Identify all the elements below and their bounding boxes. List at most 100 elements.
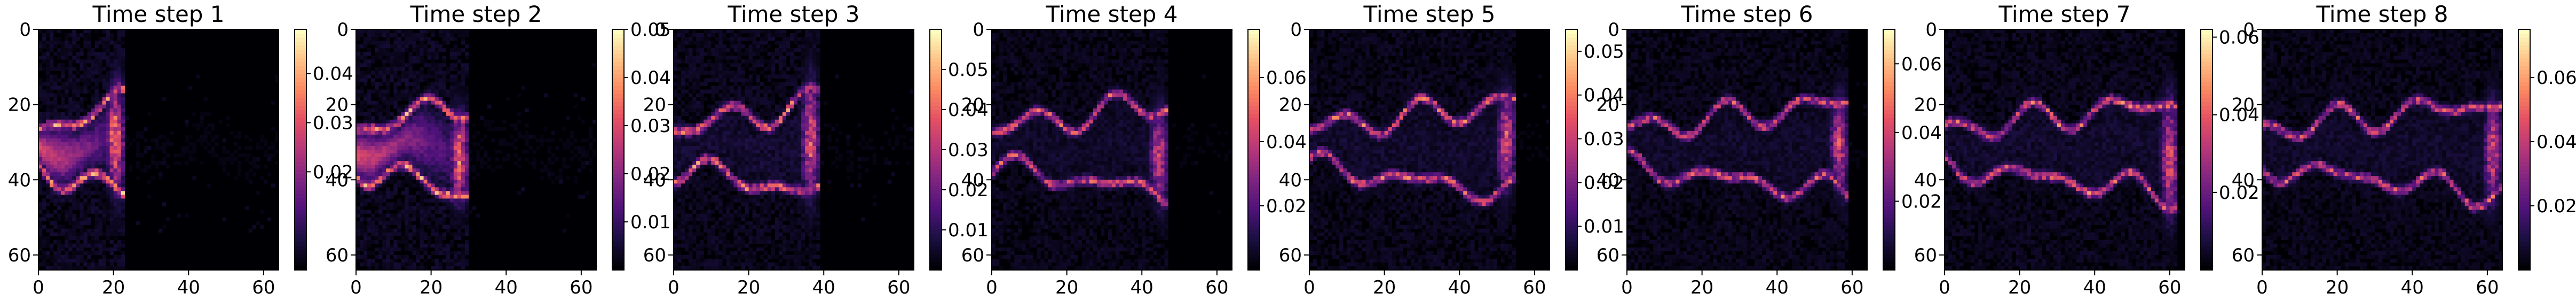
heatmap-cell — [730, 135, 733, 138]
heatmap-cell — [106, 225, 110, 229]
heatmap-cell — [397, 210, 401, 214]
heatmap-cell — [408, 202, 412, 206]
heatmap-cell — [884, 157, 888, 161]
heatmap-cell — [711, 74, 715, 78]
heatmap-cell — [393, 120, 397, 124]
heatmap-cell — [121, 101, 125, 105]
heatmap-cell — [551, 138, 555, 142]
heatmap-cell — [42, 161, 46, 165]
heatmap-cell — [753, 157, 756, 161]
heatmap-cell — [450, 105, 454, 109]
heatmap-cell — [786, 82, 790, 86]
heatmap-cell — [256, 221, 260, 225]
heatmap-cell — [801, 101, 805, 105]
heatmap-cell — [812, 37, 816, 41]
heatmap-cell — [424, 210, 428, 214]
heatmap-cell — [722, 127, 726, 131]
heatmap-cell — [450, 191, 454, 195]
heatmap-cell — [87, 48, 91, 52]
heatmap-cell — [80, 206, 83, 210]
heatmap-cell — [715, 44, 718, 48]
heatmap-cell — [424, 221, 428, 225]
colorbar-segment — [612, 170, 624, 174]
heatmap-cell — [435, 157, 439, 161]
heatmap-cell — [790, 33, 794, 37]
heatmap-cell — [38, 244, 42, 248]
heatmap-cell — [185, 150, 188, 153]
heatmap-cell — [797, 86, 801, 89]
heatmap-cell — [99, 153, 102, 157]
heatmap-cell — [87, 109, 91, 112]
heatmap-cell — [412, 78, 416, 82]
heatmap-cell — [416, 172, 420, 176]
heatmap-cell — [566, 214, 570, 218]
heatmap-cell — [117, 59, 121, 63]
x-tick-label: 60 — [570, 277, 592, 298]
heatmap-cell — [424, 78, 428, 82]
heatmap-cell — [487, 120, 491, 124]
heatmap-cell — [442, 225, 446, 229]
heatmap-cell — [397, 120, 401, 124]
heatmap-cell — [786, 172, 790, 176]
heatmap-cell — [738, 37, 741, 41]
heatmap-cell — [412, 146, 416, 150]
heatmap-cell — [816, 59, 820, 63]
heatmap-cell — [155, 142, 159, 146]
heatmap-cell — [528, 135, 532, 138]
heatmap-cell — [812, 97, 816, 101]
heatmap-cell — [704, 82, 707, 86]
heatmap-cell — [367, 176, 371, 180]
heatmap-cell — [401, 48, 405, 52]
heatmap-cell — [94, 105, 98, 109]
heatmap-cell — [420, 74, 424, 78]
heatmap-cell — [87, 67, 91, 71]
heatmap-cell — [94, 150, 98, 153]
heatmap-cell — [756, 161, 760, 165]
heatmap-cell — [465, 240, 469, 244]
heatmap-cell — [405, 109, 408, 112]
heatmap-cell — [65, 259, 68, 263]
heatmap-cell — [106, 248, 110, 251]
heatmap-cell — [424, 218, 428, 221]
heatmap-cell — [461, 176, 465, 180]
heatmap-cell — [783, 127, 786, 131]
heatmap-cell — [393, 59, 397, 63]
heatmap-cell — [730, 142, 733, 146]
heatmap-cell — [61, 183, 65, 187]
heatmap-cell — [809, 165, 812, 168]
heatmap-cell — [117, 202, 121, 206]
heatmap-cell — [50, 82, 53, 86]
heatmap-cell — [83, 142, 87, 146]
heatmap-cell — [435, 120, 439, 124]
heatmap-cell — [846, 135, 850, 138]
heatmap-cell — [816, 90, 820, 94]
heatmap-cell — [738, 71, 741, 74]
heatmap-cell — [779, 116, 783, 120]
heatmap-cell — [42, 255, 46, 259]
heatmap-cell — [424, 146, 428, 150]
heatmap-cell — [42, 82, 46, 86]
heatmap-cell — [94, 180, 98, 183]
heatmap-cell — [794, 71, 797, 74]
heatmap-cell — [454, 109, 457, 112]
heatmap-cell — [734, 120, 738, 124]
heatmap-cell — [585, 150, 589, 153]
heatmap-cell — [80, 229, 83, 233]
heatmap-cell — [431, 195, 435, 198]
heatmap-cell — [408, 157, 412, 161]
heatmap-cell — [375, 172, 378, 176]
heatmap-cell — [356, 120, 360, 124]
heatmap-cell — [461, 214, 465, 218]
heatmap-cell — [797, 187, 801, 191]
heatmap-cell — [412, 210, 416, 214]
heatmap-cell — [83, 176, 87, 180]
heatmap-cell — [779, 33, 783, 37]
heatmap-cell — [382, 195, 386, 198]
heatmap-cell — [435, 161, 439, 165]
heatmap-cell — [457, 259, 461, 263]
heatmap-cell — [121, 191, 125, 195]
heatmap-cell — [397, 255, 401, 259]
heatmap-cell — [367, 210, 371, 214]
heatmap-cell — [65, 240, 68, 244]
heatmap-cell — [734, 59, 738, 63]
